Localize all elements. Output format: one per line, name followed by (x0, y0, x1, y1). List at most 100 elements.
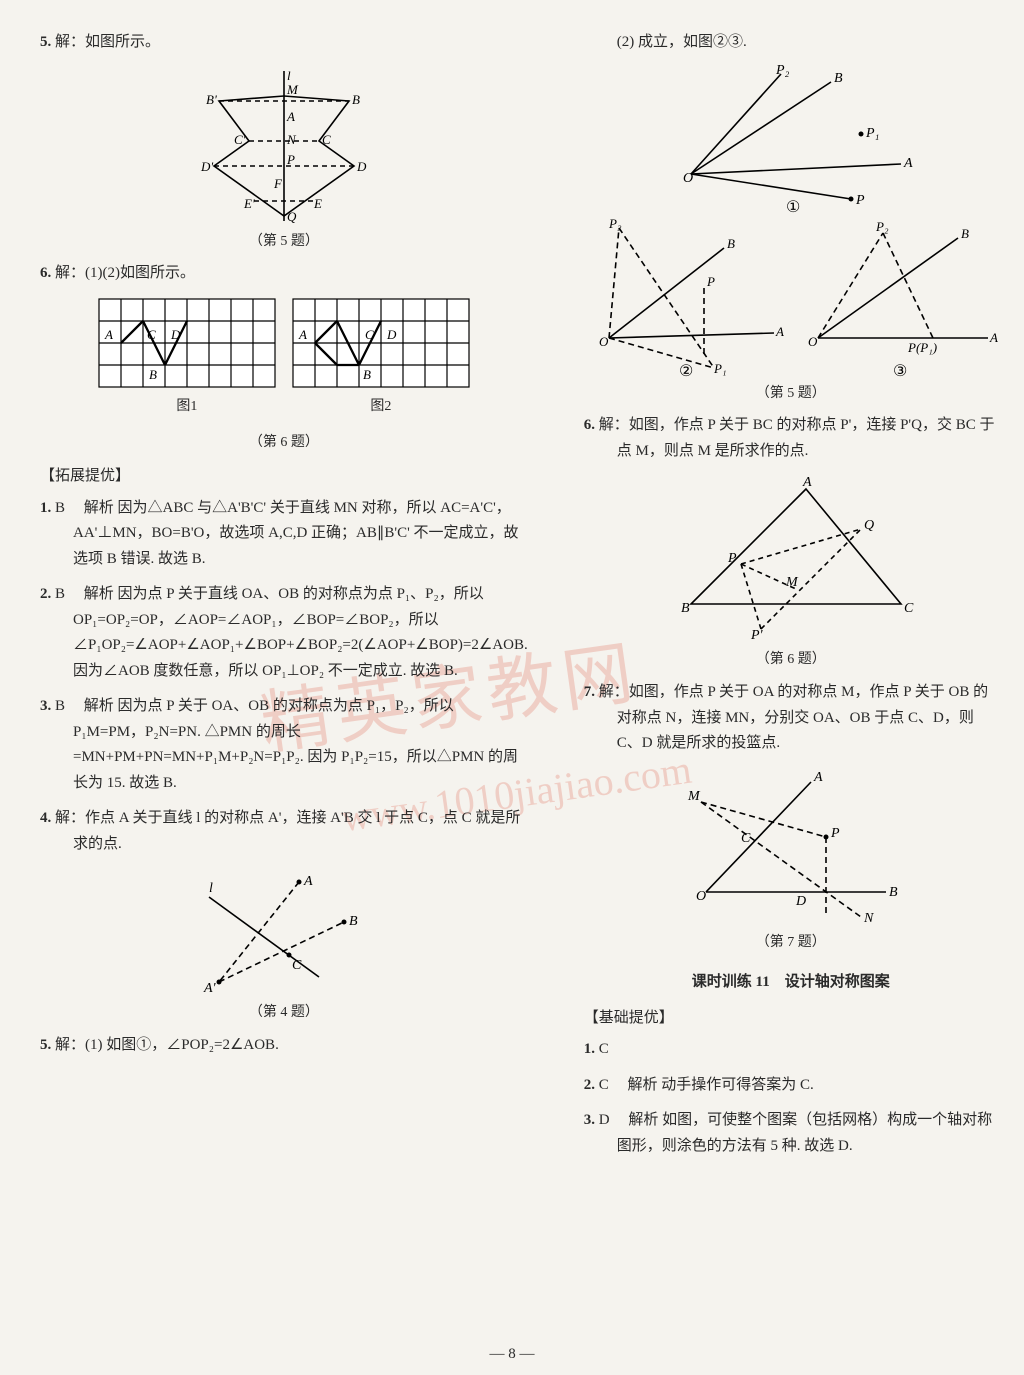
r-q7: 7. 解：如图，作点 P 关于 OA 的对称点 M，作点 P 关于 OB 的对称… (584, 680, 998, 757)
grid1-wrap: A C D B 图1 (97, 297, 277, 427)
q5-label: 解：如图所示。 (55, 34, 160, 50)
ext-1: 1. B 解析 因为△ABC 与△A'B'C' 关于直线 MN 对称，所以 AC… (40, 496, 528, 573)
ext1-text: 解析 因为△ABC 与△A'B'C' 关于直线 MN 对称，所以 AC=A'C'… (73, 500, 519, 567)
r53-num: ③ (893, 363, 907, 378)
ext-2: 2. B 解析 因为点 P 关于直线 OA、OB 的对称点为点 P₁、P₂，所以… (40, 582, 528, 684)
r52-B: B (727, 236, 735, 251)
b1-ans: C (599, 1041, 609, 1057)
lbl-Ep: E' (243, 196, 255, 211)
q6-left: 6. 解：(1)(2)如图所示。 (40, 261, 528, 287)
r52-P: P (706, 274, 715, 289)
b2-ans: C (599, 1077, 609, 1093)
r-fig6-caption: （第 6 题） (584, 648, 998, 672)
right-column: (2) 成立，如图②③. O A B P₂ P₁ P ① (584, 30, 998, 1355)
r52-A: A (775, 324, 784, 339)
r-q7-text: 解：如图，作点 P 关于 OA 的对称点 M，作点 P 关于 OB 的对称点 N… (599, 684, 988, 751)
r-fig7-svg: O A B M N P C D (676, 767, 906, 927)
r51-P: P (855, 193, 865, 208)
lbl-N: N (286, 132, 297, 147)
r-fig7-box: O A B M N P C D (584, 767, 998, 927)
q6-label: 解：(1)(2)如图所示。 (55, 265, 195, 281)
r53-B: B (961, 226, 969, 241)
r51-num: ① (786, 199, 800, 214)
r7-D: D (795, 894, 806, 909)
page-number: — 8 — (490, 1342, 535, 1368)
r7-P: P (830, 826, 840, 841)
r7-C: C (741, 831, 751, 846)
lbl-M: M (286, 82, 299, 97)
lbl-Bp: B' (206, 92, 217, 107)
b3-ans: D (599, 1112, 610, 1128)
r51-O: O (683, 171, 693, 186)
ext3-num: 3. (40, 698, 51, 714)
f4-l: l (209, 881, 213, 896)
lbl-Dp: D' (200, 159, 213, 174)
ext-5: 5. 解：(1) 如图①，∠POP₂=2∠AOB. (40, 1033, 528, 1059)
r6-B: B (681, 601, 690, 616)
r6-P: P (727, 551, 737, 566)
r-q7-num: 7. (584, 684, 595, 700)
grid1-svg: A C D B (97, 297, 277, 391)
f4-A: A (303, 874, 313, 889)
ext2-num: 2. (40, 586, 51, 602)
basic-3: 3. D 解析 如图，可使整个图案（包括网格）构成一个轴对称图形，则涂色的方法有… (584, 1108, 998, 1159)
ext3-ans: B (55, 698, 65, 714)
b3-text: 解析 如图，可使整个图案（包括网格）构成一个轴对称图形，则涂色的方法有 5 种.… (617, 1112, 992, 1154)
g2-A: A (298, 327, 307, 342)
ext-3: 3. B 解析 因为点 P 关于 OA、OB 的对称点为点 P₁，P₂，所以 P… (40, 694, 528, 796)
r51-P2: P₂ (775, 64, 790, 78)
r52-O: O (599, 334, 609, 349)
q5-left: 5. 解：如图所示。 (40, 30, 528, 56)
q6-num: 6. (40, 265, 51, 281)
g2-C: C (365, 327, 374, 342)
g2-B: B (363, 367, 371, 382)
r51-A: A (903, 156, 913, 171)
r53-P1: P(P₁) (907, 340, 937, 355)
r53-P2: P₂ (875, 219, 889, 234)
lbl-D: D (356, 159, 367, 174)
r-fig5-caption: （第 5 题） (584, 382, 998, 406)
extension-title: 【拓展提优】 (40, 464, 528, 490)
r6-M: M (785, 575, 799, 590)
r51-P1: P₁ (865, 126, 879, 141)
ext-4: 4. 解：作点 A 关于直线 l 的对称点 A'，连接 A'B 交 l 于点 C… (40, 806, 528, 857)
b2-num: 2. (584, 1077, 595, 1093)
lbl-C: C (322, 132, 331, 147)
lbl-F: F (273, 176, 283, 191)
fig4-svg: A B A' C l (189, 867, 379, 997)
ext4-text: 解：作点 A 关于直线 l 的对称点 A'，连接 A'B 交 l 于点 C，点 … (55, 810, 520, 852)
ext3-text: 解析 因为点 P 关于 OA、OB 的对称点为点 P₁，P₂，所以 P₁M=PM… (73, 698, 518, 791)
r53-A: A (989, 330, 998, 345)
grid2-svg: A C D B (291, 297, 471, 391)
b2-text: 解析 动手操作可得答案为 C. (628, 1077, 814, 1093)
r7-M: M (687, 789, 701, 804)
q5-num: 5. (40, 34, 51, 50)
r6-A: A (802, 475, 812, 490)
lbl-Q: Q (287, 209, 297, 224)
fig6-left-caption: （第 6 题） (40, 431, 528, 455)
f4-C: C (292, 958, 302, 973)
lesson-title: 课时训练 11 设计轴对称图案 (584, 970, 998, 996)
lbl-P: P (286, 152, 295, 167)
b3-num: 3. (584, 1112, 595, 1128)
g1-A: A (104, 327, 113, 342)
r-q6-num: 6. (584, 417, 595, 433)
r7-A: A (813, 770, 823, 785)
r6-Q: Q (864, 518, 874, 533)
ext4-num: 4. (40, 810, 51, 826)
fig5-left-svg: l M B' B A C' C N D' D P E' E F Q (184, 66, 384, 226)
fig4-caption: （第 4 题） (40, 1001, 528, 1025)
grid2-wrap: A C D B 图2 (291, 297, 471, 427)
r7-B: B (889, 885, 898, 900)
lbl-Cp: C' (234, 132, 246, 147)
r52-P2: P₂ (608, 218, 622, 231)
r-fig5-1-svg: O A B P₂ P₁ P ① (661, 64, 921, 214)
fig4-box: A B A' C l (40, 867, 528, 997)
r-fig6-box: A B C P P' Q M (584, 474, 998, 644)
grid1-cap: 图1 (97, 395, 277, 419)
ext2-ans: B (55, 586, 65, 602)
r7-N: N (863, 911, 874, 926)
r-fig7-caption: （第 7 题） (584, 931, 998, 955)
r53-O: O (808, 334, 818, 349)
r-fig5-3-svg: O A B P₂ P(P₁) ③ (798, 218, 998, 378)
